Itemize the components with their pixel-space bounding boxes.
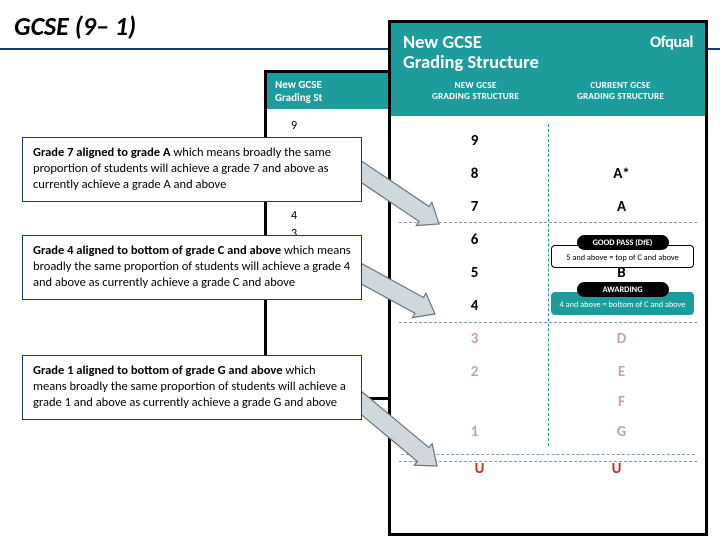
good-pass-badge: GOOD PASS (DfE) 5 and above = top of C a… xyxy=(551,230,694,268)
grade-num: 1 xyxy=(401,423,548,441)
awarding-badge: AWARDING 4 and above = bottom of C and a… xyxy=(551,277,694,315)
panel-title: New GCSE Grading Structure xyxy=(403,32,539,73)
grade-num: 9 xyxy=(401,132,548,150)
panel-back-row: 4 xyxy=(291,209,397,223)
col-right-hdr: CURRENT GCSE GRADING STRUCTURE xyxy=(548,81,693,103)
grade-let: D xyxy=(548,330,695,348)
anchor-dash xyxy=(399,461,697,462)
u-right: U xyxy=(548,460,685,478)
grade-row: 2E xyxy=(401,355,695,388)
panel-title-l2: Grading Structure xyxy=(403,50,539,73)
grade-num: 2 xyxy=(401,363,548,381)
grade-num: 3 xyxy=(401,330,548,348)
grade-row: 3D xyxy=(401,322,695,355)
grade-row: 8A* xyxy=(401,157,695,190)
grade-num: 8 xyxy=(401,165,548,183)
callout: Grade 1 aligned to bottom of grade G and… xyxy=(22,355,362,420)
callout: Grade 7 aligned to grade A which means b… xyxy=(22,137,362,202)
panel-header: New GCSE Grading Structure Ofqual NEW GC… xyxy=(391,23,705,116)
grade-grid: 9 8A* 7A 6 5B 4C 3D 2E F 1G GOOD PASS (D… xyxy=(391,116,705,454)
grade-num: 4 xyxy=(401,297,548,315)
u-left: U xyxy=(411,460,548,478)
grade-let: G xyxy=(548,423,695,441)
grade-let: F xyxy=(548,393,695,411)
good-pass-hdr: GOOD PASS (DfE) xyxy=(577,235,669,250)
ofqual-logo: Ofqual xyxy=(650,32,693,52)
col-left-hdr: NEW GCSE GRADING STRUCTURE xyxy=(403,81,548,103)
grade-let: A xyxy=(548,198,695,216)
grade-row: F xyxy=(401,388,695,415)
grade-row: 7A xyxy=(401,190,695,223)
column-headers: NEW GCSE GRADING STRUCTURE CURRENT GCSE … xyxy=(403,81,693,103)
awarding-hdr: AWARDING xyxy=(577,282,669,297)
grade-num: 5 xyxy=(401,264,548,282)
panel-back-row: 9 xyxy=(291,119,397,133)
grade-let: E xyxy=(548,363,695,381)
grade-row: 1G xyxy=(401,415,695,448)
grade-row: 9 xyxy=(401,124,695,157)
grade-num: 6 xyxy=(401,231,548,249)
grading-panel: New GCSE Grading Structure Ofqual NEW GC… xyxy=(388,20,708,536)
u-row: U U xyxy=(401,454,695,486)
grade-num: 7 xyxy=(401,198,548,216)
callout: Grade 4 aligned to bottom of grade C and… xyxy=(22,235,362,300)
grade-let: A* xyxy=(548,165,695,183)
